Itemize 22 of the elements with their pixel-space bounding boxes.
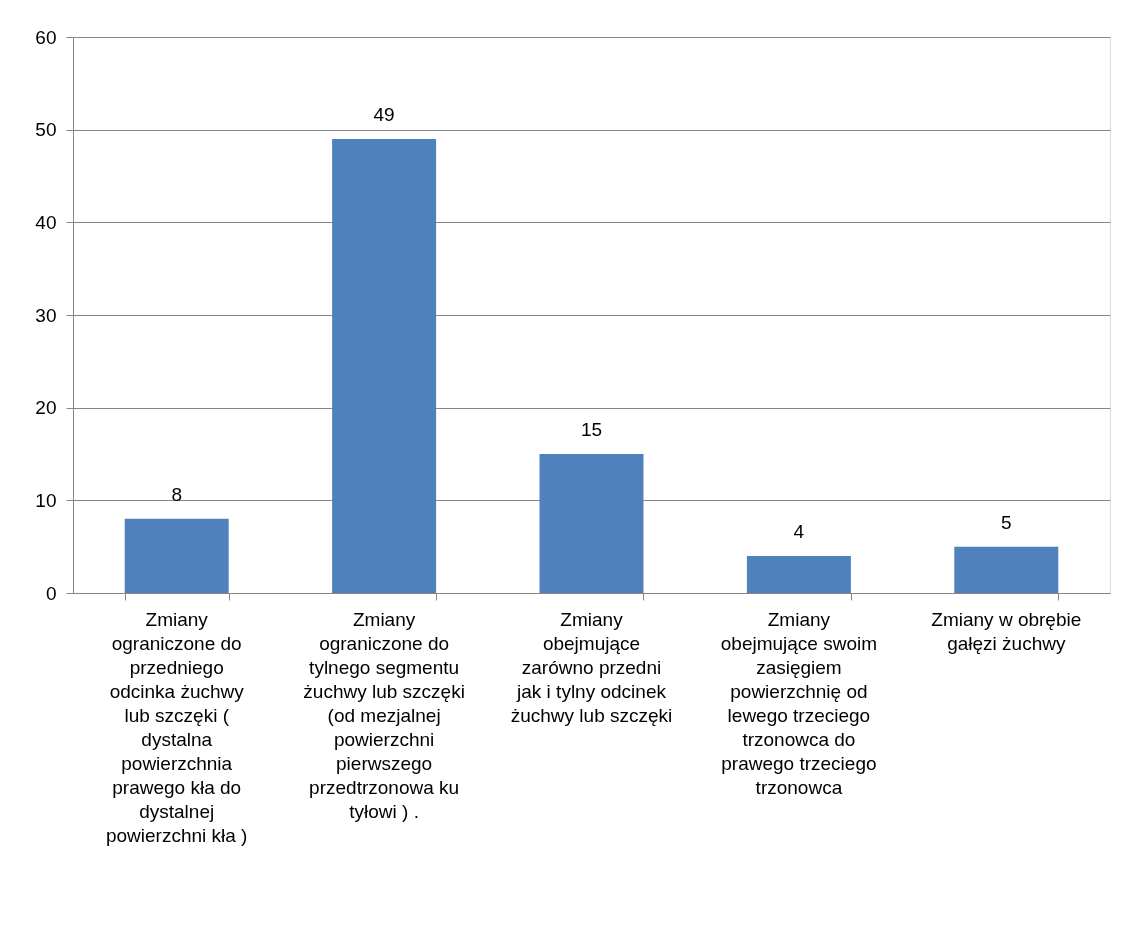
data-label: 4 (793, 520, 805, 542)
bar (332, 138, 437, 593)
data-label: 49 (373, 103, 395, 125)
y-tick-label: 10 (35, 489, 57, 511)
y-tick-label: 60 (35, 26, 57, 48)
y-tick-label: 30 (35, 304, 57, 326)
y-tick-label: 50 (35, 119, 57, 141)
bar (954, 546, 1059, 593)
x-tick-label: Zmiany w obrębie gałęzi żuchwy (931, 609, 1082, 654)
y-tick-label: 0 (45, 582, 57, 604)
data-label: 8 (171, 483, 182, 505)
data-label: 5 (1001, 511, 1012, 533)
x-tick-label: Zmiany obejmujące zarówno przedni jak i tylny odcinek żuchwy lub szczęki (510, 609, 673, 726)
y-tick-label: 20 (35, 397, 57, 419)
bar (746, 555, 851, 593)
bar (539, 454, 644, 593)
y-tick-label: 40 (35, 211, 57, 233)
bar (124, 518, 229, 593)
x-tick-label: Zmiany obejmujące swoim zasięgiem powierzchnię od lewego trzeciego trzonowca do prawego trzeciego trzonowca (720, 609, 878, 798)
category-label: Zmiany ograniczone do przedniego odcinka żuchwy lub szczęki ( dystalna powierzchnia prawego kła do dystalnej powierzchni kła ) (105, 609, 248, 846)
data-label: 15 (580, 419, 603, 440)
category-label: Zmiany ograniczone do tylnego segmentu żuchwy lub szczęki (od mezjalnej powierzchni pierwszego przedtrzonowa ku tyłowi ) . (303, 609, 465, 822)
